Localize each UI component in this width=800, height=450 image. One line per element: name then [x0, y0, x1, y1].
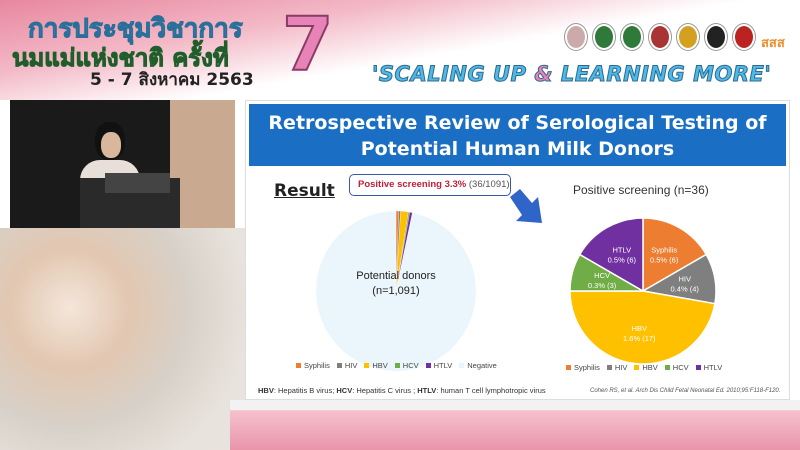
thaihealth-logo: สสส	[761, 36, 785, 51]
slice-label: Syphilis	[651, 245, 677, 254]
slice-value-label: 1.6% (17)	[623, 334, 656, 343]
arrow-icon	[510, 189, 542, 223]
citation: Cohen RS, et al. Arch Dis Child Fetal Ne…	[590, 388, 781, 394]
banner-date: 5 - 7 สิงหาคม 2563	[90, 70, 254, 90]
legend-item: Syphilis	[566, 363, 600, 372]
legend-item: HCV	[394, 361, 419, 370]
left-chart-legend: Syphilis HIV HBV HCV HTLV Negative	[296, 361, 497, 370]
conference-banner: การประชุมวิชาการ นมแม่แห่งชาติ ครั้งที่ …	[0, 0, 800, 100]
slice-value-label: 0.3% (3)	[588, 281, 617, 290]
sponsor-logo-icon	[705, 24, 727, 50]
legend-item: HTLV	[695, 363, 722, 372]
slice-value-label: 0.4% (4)	[671, 285, 700, 294]
legend-item: HIV	[336, 361, 357, 370]
slide-title-line2: Potential Human Milk Donors	[360, 138, 675, 160]
right-chart-legend: Syphilis HIV HBV HCV HTLV	[566, 363, 722, 372]
slice-label: HBV	[632, 324, 647, 333]
sponsor-logo-icon	[565, 24, 587, 50]
legend-item: Syphilis	[296, 361, 330, 370]
pie-slice-negative	[315, 210, 477, 372]
sponsor-logo-icon	[733, 24, 755, 50]
right-chart-title: Positive screening (n=36)	[573, 183, 709, 197]
background-child-photo	[0, 228, 245, 450]
callout-rest: (36/1091)	[466, 179, 510, 190]
laptop	[105, 173, 170, 193]
slogan-ampersand: &	[534, 62, 554, 87]
slice-value-label: 0.5% (6)	[650, 255, 679, 264]
video-background	[170, 100, 235, 228]
banner-slogan: 'SCALING UP & LEARNING MORE'	[371, 62, 772, 87]
background-decoration	[230, 400, 800, 450]
slice-label: HIV	[678, 275, 691, 284]
legend-item: HTLV	[425, 361, 452, 370]
footnote: HBV: Hepatitis B virus; HCV: Hepatitis C…	[258, 386, 546, 395]
sponsor-logo-icon	[649, 24, 671, 50]
slide-title: Retrospective Review of Serological Test…	[249, 104, 786, 166]
result-heading: Result	[274, 181, 335, 201]
speaker-video	[10, 100, 235, 228]
banner-title-line1: การประชุมวิชาการ	[28, 14, 244, 45]
sponsor-logo-icon	[593, 24, 615, 50]
banner-title-line2: นมแม่แห่งชาติ ครั้งที่	[12, 44, 230, 73]
pie-slice-syphilis	[642, 217, 708, 293]
sponsor-logos: สสส	[565, 24, 785, 53]
slice-value-label: 0.5% (6)	[608, 255, 637, 264]
legend-item: Negative	[459, 361, 497, 370]
slide-title-line1: Retrospective Review of Serological Test…	[268, 112, 767, 134]
sponsor-logo-icon	[677, 24, 699, 50]
legend-item: HBV	[634, 363, 658, 372]
callout-bold: Positive screening 3.3%	[358, 179, 467, 190]
presentation-slide: Retrospective Review of Serological Test…	[245, 100, 790, 400]
banner-edition: 7	[281, 1, 334, 89]
slice-label: HTLV	[613, 245, 632, 254]
sponsor-logo-icon	[621, 24, 643, 50]
slice-label: HCV	[594, 271, 610, 280]
legend-item: HBV	[364, 361, 388, 370]
center-label: Potential donors	[356, 270, 436, 282]
positive-screening-callout: Positive screening 3.3% (36/1091)	[349, 174, 511, 196]
legend-item: HIV	[606, 363, 627, 372]
slogan-text: LEARNING MORE'	[553, 62, 772, 87]
pie-slice-hbv	[569, 290, 716, 365]
center-sublabel: (n=1,091)	[372, 285, 419, 297]
pie-slice-htlv	[578, 217, 644, 293]
slogan-text: 'SCALING UP	[371, 62, 535, 87]
legend-item: HCV	[664, 363, 689, 372]
